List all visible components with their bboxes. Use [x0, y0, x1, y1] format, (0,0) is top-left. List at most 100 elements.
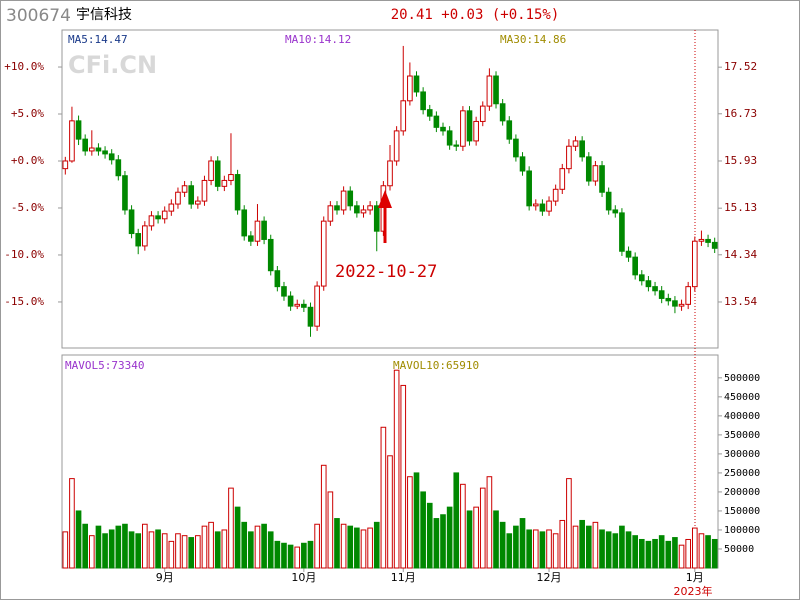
- candle-body: [69, 120, 75, 162]
- candle-body: [75, 120, 82, 140]
- candle-body: [711, 241, 718, 249]
- candle-body: [294, 303, 301, 307]
- candle-body: [532, 203, 539, 207]
- volume-bar: [181, 535, 188, 569]
- volume-bar: [400, 384, 407, 569]
- candle-body: [221, 179, 228, 187]
- volume-bar: [705, 535, 711, 569]
- candle-body: [638, 274, 645, 282]
- candle-body: [373, 205, 380, 232]
- y-tick-label: 13.54: [724, 295, 757, 308]
- candle-body: [486, 75, 493, 107]
- volume-bar: [307, 540, 314, 569]
- volume-bar: [287, 544, 294, 569]
- y-tick-label: 14.34: [724, 248, 757, 261]
- y-tick-label: 400000: [724, 411, 760, 422]
- volume-bar: [599, 529, 605, 569]
- candle-body: [705, 238, 711, 243]
- y-tick-label: 450000: [724, 392, 760, 403]
- volume-bar: [320, 464, 327, 569]
- candle-body: [287, 295, 294, 307]
- candle-body: [493, 75, 499, 105]
- y-tick-label: 500000: [724, 373, 760, 384]
- volume-bar: [387, 455, 393, 569]
- volume-bar: [261, 523, 267, 569]
- candle-body: [691, 240, 698, 288]
- candle-body: [566, 145, 572, 170]
- volume-bar: [135, 533, 142, 569]
- candle-body: [546, 200, 552, 212]
- volume-bar: [493, 510, 499, 569]
- volume-bar: [175, 533, 181, 569]
- volume-bar: [360, 529, 367, 569]
- volume-bar: [88, 535, 95, 569]
- candle-body: [320, 220, 327, 287]
- candle-body: [301, 303, 307, 308]
- candle-body: [88, 147, 95, 152]
- y-tick-label: 200000: [724, 487, 760, 498]
- volume-bar: [373, 521, 380, 569]
- volume-bar: [102, 533, 108, 569]
- volume-bar: [566, 478, 572, 569]
- y-tick-label: 150000: [724, 506, 760, 517]
- volume-bar: [327, 491, 334, 569]
- candle-body: [652, 286, 658, 292]
- quote: 20.41 +0.03 (+0.15%): [391, 7, 560, 23]
- candle-body: [334, 205, 340, 211]
- volume-bar: [652, 538, 658, 569]
- volume-bar: [453, 472, 460, 569]
- y2-tick-label: +10.0%: [4, 60, 44, 73]
- volume-bar: [168, 540, 175, 569]
- candle-body: [446, 130, 453, 146]
- candle-body: [612, 209, 619, 214]
- candle-body: [539, 203, 546, 212]
- volume-bar: [128, 531, 135, 569]
- candle-body: [599, 165, 605, 193]
- volume-bar: [188, 537, 195, 569]
- candle-body: [499, 103, 506, 122]
- volume-bar: [142, 523, 148, 569]
- candle-body: [619, 212, 625, 252]
- volume-bar: [658, 535, 665, 569]
- volume-bar: [711, 538, 718, 569]
- candle-body: [281, 286, 287, 297]
- volume-bar: [665, 540, 672, 569]
- candle-body: [426, 109, 433, 117]
- candle-body: [672, 300, 678, 307]
- arrow-head: [378, 190, 392, 208]
- volume-bar: [208, 521, 214, 569]
- volume-bar: [221, 529, 228, 569]
- candle-body: [307, 306, 314, 327]
- candle-body: [181, 185, 188, 193]
- volume-bar: [440, 514, 446, 569]
- volume-bar: [195, 535, 201, 569]
- volume-bar: [148, 531, 155, 569]
- candle-body: [188, 185, 195, 205]
- volume-bar: [466, 510, 473, 569]
- candle-body: [479, 105, 486, 122]
- volume-bar: [559, 519, 566, 569]
- candle-body: [460, 110, 466, 147]
- volume-bar: [82, 523, 89, 569]
- y-tick-label: 250000: [724, 468, 760, 479]
- volume-bar: [380, 426, 387, 569]
- candle-body: [340, 190, 347, 211]
- volume-bar: [155, 529, 161, 569]
- volume-bar: [546, 529, 552, 569]
- volume-bar: [619, 525, 625, 569]
- stock-code: 300674: [6, 6, 71, 26]
- candle-body: [433, 115, 440, 128]
- watermark: CFi.CN: [68, 51, 157, 79]
- candle-body: [261, 220, 267, 240]
- candle-body: [254, 220, 261, 242]
- volume-bar: [314, 523, 320, 569]
- volume-bar: [69, 478, 75, 569]
- candle-body: [234, 174, 241, 211]
- volume-bar: [572, 525, 579, 569]
- candle-body: [393, 130, 400, 162]
- candle-body: [519, 156, 526, 172]
- volume-bar: [334, 518, 340, 569]
- candle-body: [155, 215, 161, 220]
- candle-body: [413, 75, 420, 93]
